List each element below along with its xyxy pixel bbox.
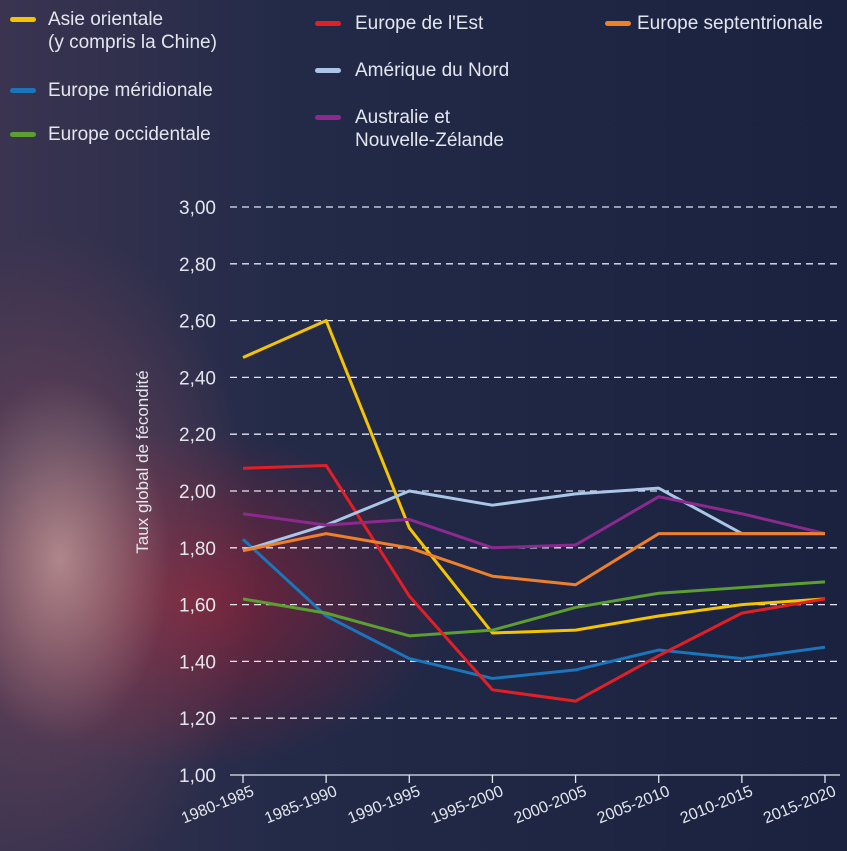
y-tick-label: 1,80: [179, 539, 216, 560]
series-line: [242, 580, 826, 638]
x-tick-label: 1985-1990: [262, 783, 339, 827]
y-tick-label: 1,40: [179, 652, 216, 673]
legend-label: Asie orientale (y compris la Chine): [48, 9, 217, 53]
series-line: [242, 486, 825, 553]
legend-label: Amérique du Nord: [355, 60, 510, 81]
series-line: [241, 538, 826, 680]
series-line: [242, 463, 826, 703]
y-tick-label: 1,60: [179, 596, 216, 617]
y-tick-label: 2,60: [179, 312, 216, 333]
series-line: [242, 319, 826, 635]
legend-label: Australie et Nouvelle-Zélande: [355, 107, 504, 151]
legend-swatch: [10, 132, 36, 137]
y-tick-label: 3,00: [179, 198, 216, 219]
series-line: [242, 532, 825, 587]
legend-swatch: [10, 88, 36, 93]
x-tick-label: 2015-2020: [761, 783, 838, 827]
legend-swatch: [315, 115, 341, 120]
x-tick-label: 1990-1995: [345, 783, 422, 827]
y-tick-label: 1,00: [179, 766, 216, 787]
legend-label: Europe de l'Est: [355, 13, 484, 34]
legend-label: Europe méridionale: [48, 80, 213, 101]
y-tick-label: 1,20: [179, 709, 216, 730]
legend-label: Europe septentrionale: [637, 13, 823, 34]
x-tick-label: 1995-2000: [429, 783, 506, 827]
legend-swatch: [10, 17, 36, 22]
y-tick-label: 2,40: [179, 368, 216, 389]
series-line: [242, 495, 826, 550]
y-tick-label: 2,00: [179, 482, 216, 503]
y-tick-label: 2,80: [179, 255, 216, 276]
legend-swatch: [315, 21, 341, 26]
x-tick-label: 1980-1985: [179, 783, 256, 827]
y-tick-label: 2,20: [179, 425, 216, 446]
legend-swatch: [605, 21, 631, 26]
x-tick-label: 2005-2010: [595, 783, 672, 827]
x-tick-label: 2010-2015: [678, 783, 755, 827]
legend-swatch: [315, 68, 341, 73]
legend-label: Europe occidentale: [48, 124, 211, 145]
y-axis-label: Taux global de fécondité: [133, 370, 152, 553]
x-tick-label: 2000-2005: [512, 783, 589, 827]
